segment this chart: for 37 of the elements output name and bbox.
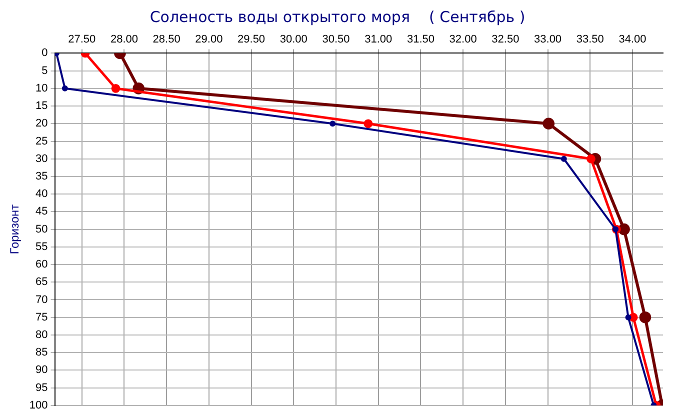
x-tick-label: 33.00 <box>534 34 562 46</box>
y-tick-label: 25 <box>36 135 48 148</box>
x-tick-label: 31.50 <box>406 34 434 46</box>
y-tick-label: 100 <box>29 399 48 412</box>
x-tick-label: 30.50 <box>322 34 350 46</box>
y-tick-label: 50 <box>36 223 48 236</box>
x-tick-label: 27.50 <box>68 34 96 46</box>
x-tick-label: 34.00 <box>618 34 646 46</box>
y-tick-label: 55 <box>36 240 48 253</box>
x-tick-label: 32.00 <box>449 34 477 46</box>
y-tick-label: 30 <box>36 152 48 165</box>
y-tick-label: 45 <box>36 206 48 218</box>
y-tick-label: 40 <box>36 188 48 200</box>
y-tick-label: 5 <box>42 64 48 77</box>
y-tick-label: 95 <box>36 382 48 394</box>
y-tick-label: 35 <box>36 170 48 182</box>
y-tick-label: 65 <box>36 276 48 288</box>
chart-title: Соленость воды открытого моря ( Сентябрь ) <box>148 8 526 26</box>
x-tick-label: 29.50 <box>238 34 266 46</box>
x-tick-label: 31.00 <box>364 34 392 46</box>
x-tick-label: 29.00 <box>195 34 223 46</box>
y-tick-label: 15 <box>36 100 48 112</box>
y-tick-label: 20 <box>36 118 48 130</box>
y-tick-label: 80 <box>36 328 48 341</box>
y-tick-label: 60 <box>36 258 48 271</box>
x-tick-label: 32.50 <box>492 34 520 46</box>
x-tick-label: 28.00 <box>110 34 138 46</box>
y-tick-label: 90 <box>36 364 48 376</box>
y-axis-title: Горизонт <box>8 204 22 254</box>
y-tick-label: 85 <box>36 346 48 359</box>
x-tick-label: 30.00 <box>280 34 308 46</box>
y-tick-label: 0 <box>42 47 48 60</box>
x-tick-label: 28.50 <box>152 34 180 46</box>
y-tick-label: 70 <box>36 294 48 306</box>
y-tick-label: 10 <box>36 82 48 94</box>
y-tick-label: 75 <box>36 311 48 324</box>
x-tick-label: 33.50 <box>576 34 604 46</box>
